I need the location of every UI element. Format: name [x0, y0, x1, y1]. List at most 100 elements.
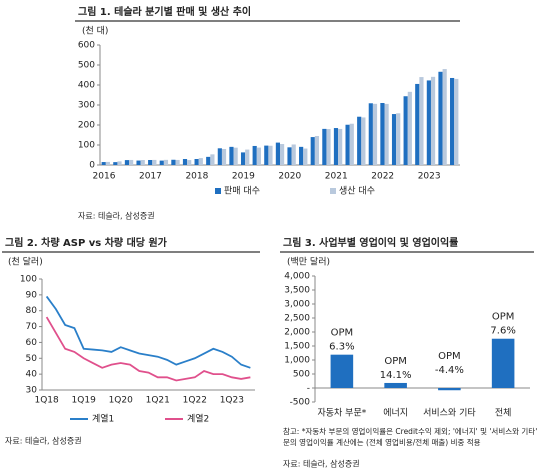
bar [252, 145, 257, 165]
bar [407, 91, 412, 165]
x-tick-label: 2016 [93, 172, 116, 182]
bar [430, 76, 436, 165]
bar [221, 148, 227, 165]
y-tick-label: 1,000 [284, 356, 310, 366]
line [45, 295, 251, 369]
source: 자료: 테슬라, 삼성증권 [78, 211, 155, 221]
bar [357, 116, 362, 165]
bar [140, 160, 145, 165]
bar [159, 160, 164, 165]
bar [275, 142, 280, 165]
x-tick-label: 1Q18 [34, 396, 59, 406]
bar [291, 144, 296, 165]
x-tick-label: 2017 [139, 172, 162, 182]
note: 참고: *자동차 부문의 영업이익률은 Credit수익 제외; '에너지' 및… [283, 426, 539, 436]
bar [256, 147, 261, 165]
y-tick-label: 600 [78, 41, 95, 51]
legend-swatch [215, 188, 221, 194]
bar [438, 71, 443, 165]
x-tick-label: 1Q22 [183, 396, 207, 406]
x-tick-label: 1Q23 [220, 396, 244, 406]
annotation-title: OPM [492, 312, 515, 323]
note: 문의 영업이익률 계산에는 (전체 영업비용/전체 매출) 비중 적용 [283, 437, 481, 447]
bar [426, 80, 431, 165]
y-tick-label: 50 [26, 354, 38, 364]
y-axis-unit: (백만 달러) [287, 256, 330, 268]
x-tick-label: 에너지 [383, 408, 408, 419]
y-tick-label: 60 [26, 338, 38, 348]
legend-swatch [330, 188, 336, 194]
annotation-title: OPM [384, 356, 407, 367]
bar [384, 103, 389, 165]
bar [182, 159, 188, 165]
bar [113, 162, 118, 165]
y-tick-label: 100 [20, 275, 37, 285]
bar [105, 161, 110, 165]
bar [314, 136, 320, 165]
line [45, 316, 251, 382]
bar [415, 83, 420, 165]
bar [233, 147, 238, 165]
bar [229, 146, 234, 165]
bar [450, 77, 455, 165]
x-tick-label: 2022 [371, 172, 394, 182]
y-tick-label: 80 [26, 306, 38, 316]
bar [338, 128, 343, 165]
bar [454, 78, 459, 165]
bar [322, 128, 327, 165]
y-tick-label: 0 [89, 161, 95, 171]
bar [333, 128, 339, 165]
x-tick-label: 2019 [232, 172, 255, 182]
bar [345, 124, 350, 165]
legend-label: 생산 대수 [339, 186, 375, 197]
annotation-value: 7.6% [490, 326, 515, 337]
y-tick-label: 500 [78, 61, 95, 71]
bar [361, 117, 366, 165]
y-tick-label: 500 [293, 370, 310, 380]
bar [368, 103, 373, 165]
x-tick-label: 전체 [495, 408, 512, 419]
y-tick-label: 1,500 [284, 342, 310, 352]
bar [391, 114, 397, 165]
bar [384, 382, 407, 388]
annotation-title: OPM [438, 351, 461, 362]
bar [124, 160, 130, 165]
y-tick-label: 3,500 [284, 286, 310, 296]
bar [403, 96, 408, 165]
y-tick-label: 2,000 [284, 328, 310, 338]
y-tick-label: 40 [26, 370, 38, 380]
bar [491, 338, 515, 388]
x-tick-label: 1Q20 [109, 396, 134, 406]
bar [198, 158, 203, 165]
bar [349, 123, 354, 165]
chart-title: 그림 2. 차량 ASP vs 차량 대당 원가 [5, 236, 168, 249]
bar [380, 103, 385, 165]
x-tick-label: 자동차 부문* [317, 407, 366, 419]
bar [372, 103, 378, 165]
bar [280, 144, 285, 165]
bar [310, 137, 315, 165]
y-tick-label: 400 [78, 81, 95, 91]
bar [245, 149, 250, 165]
y-tick-label: 4,000 [284, 272, 310, 282]
legend-label: 계열1 [92, 413, 114, 425]
bar [148, 160, 153, 165]
y-tick-label: - [307, 384, 310, 394]
x-tick-label: 2021 [325, 172, 348, 182]
bar [206, 156, 211, 165]
y-tick-label: 70 [26, 322, 38, 332]
bar [217, 148, 222, 165]
y-tick-label: 90 [26, 290, 38, 300]
annotation-value: 6.3% [329, 342, 354, 353]
source: 자료: 테슬라, 삼성증권 [283, 459, 360, 469]
annotation-title: OPM [331, 328, 354, 339]
bar [299, 146, 304, 165]
y-tick-label: 300 [78, 101, 95, 111]
bar [163, 159, 169, 165]
y-tick-label: 30 [26, 386, 38, 396]
bar [287, 147, 292, 165]
bar [175, 159, 180, 165]
bar [303, 148, 308, 165]
y-tick-label: 2,500 [284, 314, 310, 324]
